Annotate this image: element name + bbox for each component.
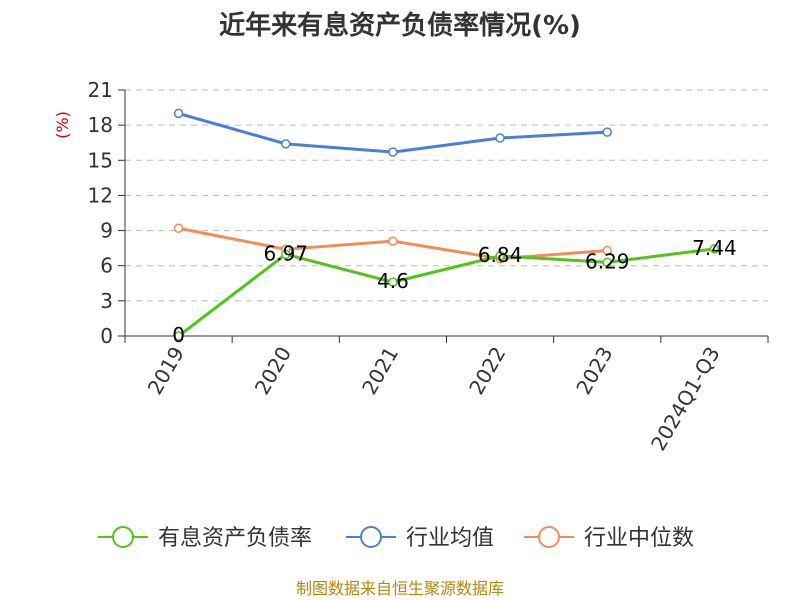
y-tick-label: 0	[100, 324, 113, 348]
data-label: 6.97	[263, 241, 308, 265]
x-tick-label: 2023	[571, 343, 617, 399]
data-label: 7.44	[692, 236, 737, 260]
series-1	[173, 108, 612, 157]
data-label: 6.29	[585, 249, 630, 273]
legend-item-0: 有息资产负债率	[98, 526, 312, 551]
series-line	[177, 247, 715, 338]
data-point	[495, 251, 505, 261]
data-point	[173, 331, 184, 341]
legend: 有息资产负债率 行业均值 行业中位数	[98, 526, 694, 551]
legend-label: 行业均值	[406, 526, 494, 551]
y-tick-label: 15	[88, 148, 113, 172]
y-tick-label: 3	[100, 289, 113, 313]
source-note: 制图数据来自恒生聚源数据库	[296, 579, 504, 598]
data-point	[709, 244, 720, 254]
data-point	[388, 236, 398, 246]
data-point	[281, 139, 291, 149]
legend-swatch-marker	[112, 526, 134, 548]
x-tick-label: 2022	[464, 343, 510, 399]
legend-label: 行业中位数	[584, 526, 694, 551]
data-point	[388, 147, 398, 157]
y-axis-unit: (%)	[53, 111, 72, 139]
data-point	[173, 223, 184, 233]
grid-lines	[125, 89, 768, 302]
y-tick-label: 9	[100, 219, 113, 243]
chart-title: 近年来有息资产负债率情况(%)	[219, 10, 581, 41]
series-lines	[173, 108, 720, 341]
data-point	[495, 133, 505, 143]
data-label: 6.84	[478, 243, 523, 267]
axes: 0 3 6 9 12 15 18 21 2019 2020 2021 2022 2023 2024Q1-Q…	[88, 78, 769, 455]
x-tick-label: 2019	[143, 343, 189, 399]
data-label: 4.6	[377, 269, 409, 293]
x-tick-label: 2024Q1-Q3	[646, 343, 725, 455]
data-point	[602, 257, 612, 268]
y-tick-label: 18	[88, 113, 113, 137]
y-tick-label: 6	[100, 254, 113, 278]
legend-item-1: 行业均值	[346, 526, 494, 551]
y-tick-label: 12	[88, 183, 113, 207]
series-0	[173, 244, 720, 341]
data-point	[602, 127, 612, 137]
series-2	[173, 223, 612, 264]
legend-item-2: 行业中位数	[524, 526, 694, 551]
legend-label: 有息资产负债率	[158, 526, 312, 551]
data-point	[602, 245, 612, 256]
data-point	[388, 277, 398, 287]
data-point	[281, 249, 291, 260]
y-tick-label: 21	[88, 78, 113, 102]
data-labels: 0 6.97 4.6 6.84 6.29 7.44	[172, 236, 736, 347]
legend-swatch-marker	[538, 526, 560, 548]
x-tick-label: 2020	[250, 343, 296, 399]
x-tick-label: 2021	[357, 343, 403, 399]
data-point	[173, 108, 184, 119]
series-line	[178, 111, 608, 154]
legend-swatch-marker	[360, 526, 382, 548]
data-label: 0	[172, 323, 185, 347]
